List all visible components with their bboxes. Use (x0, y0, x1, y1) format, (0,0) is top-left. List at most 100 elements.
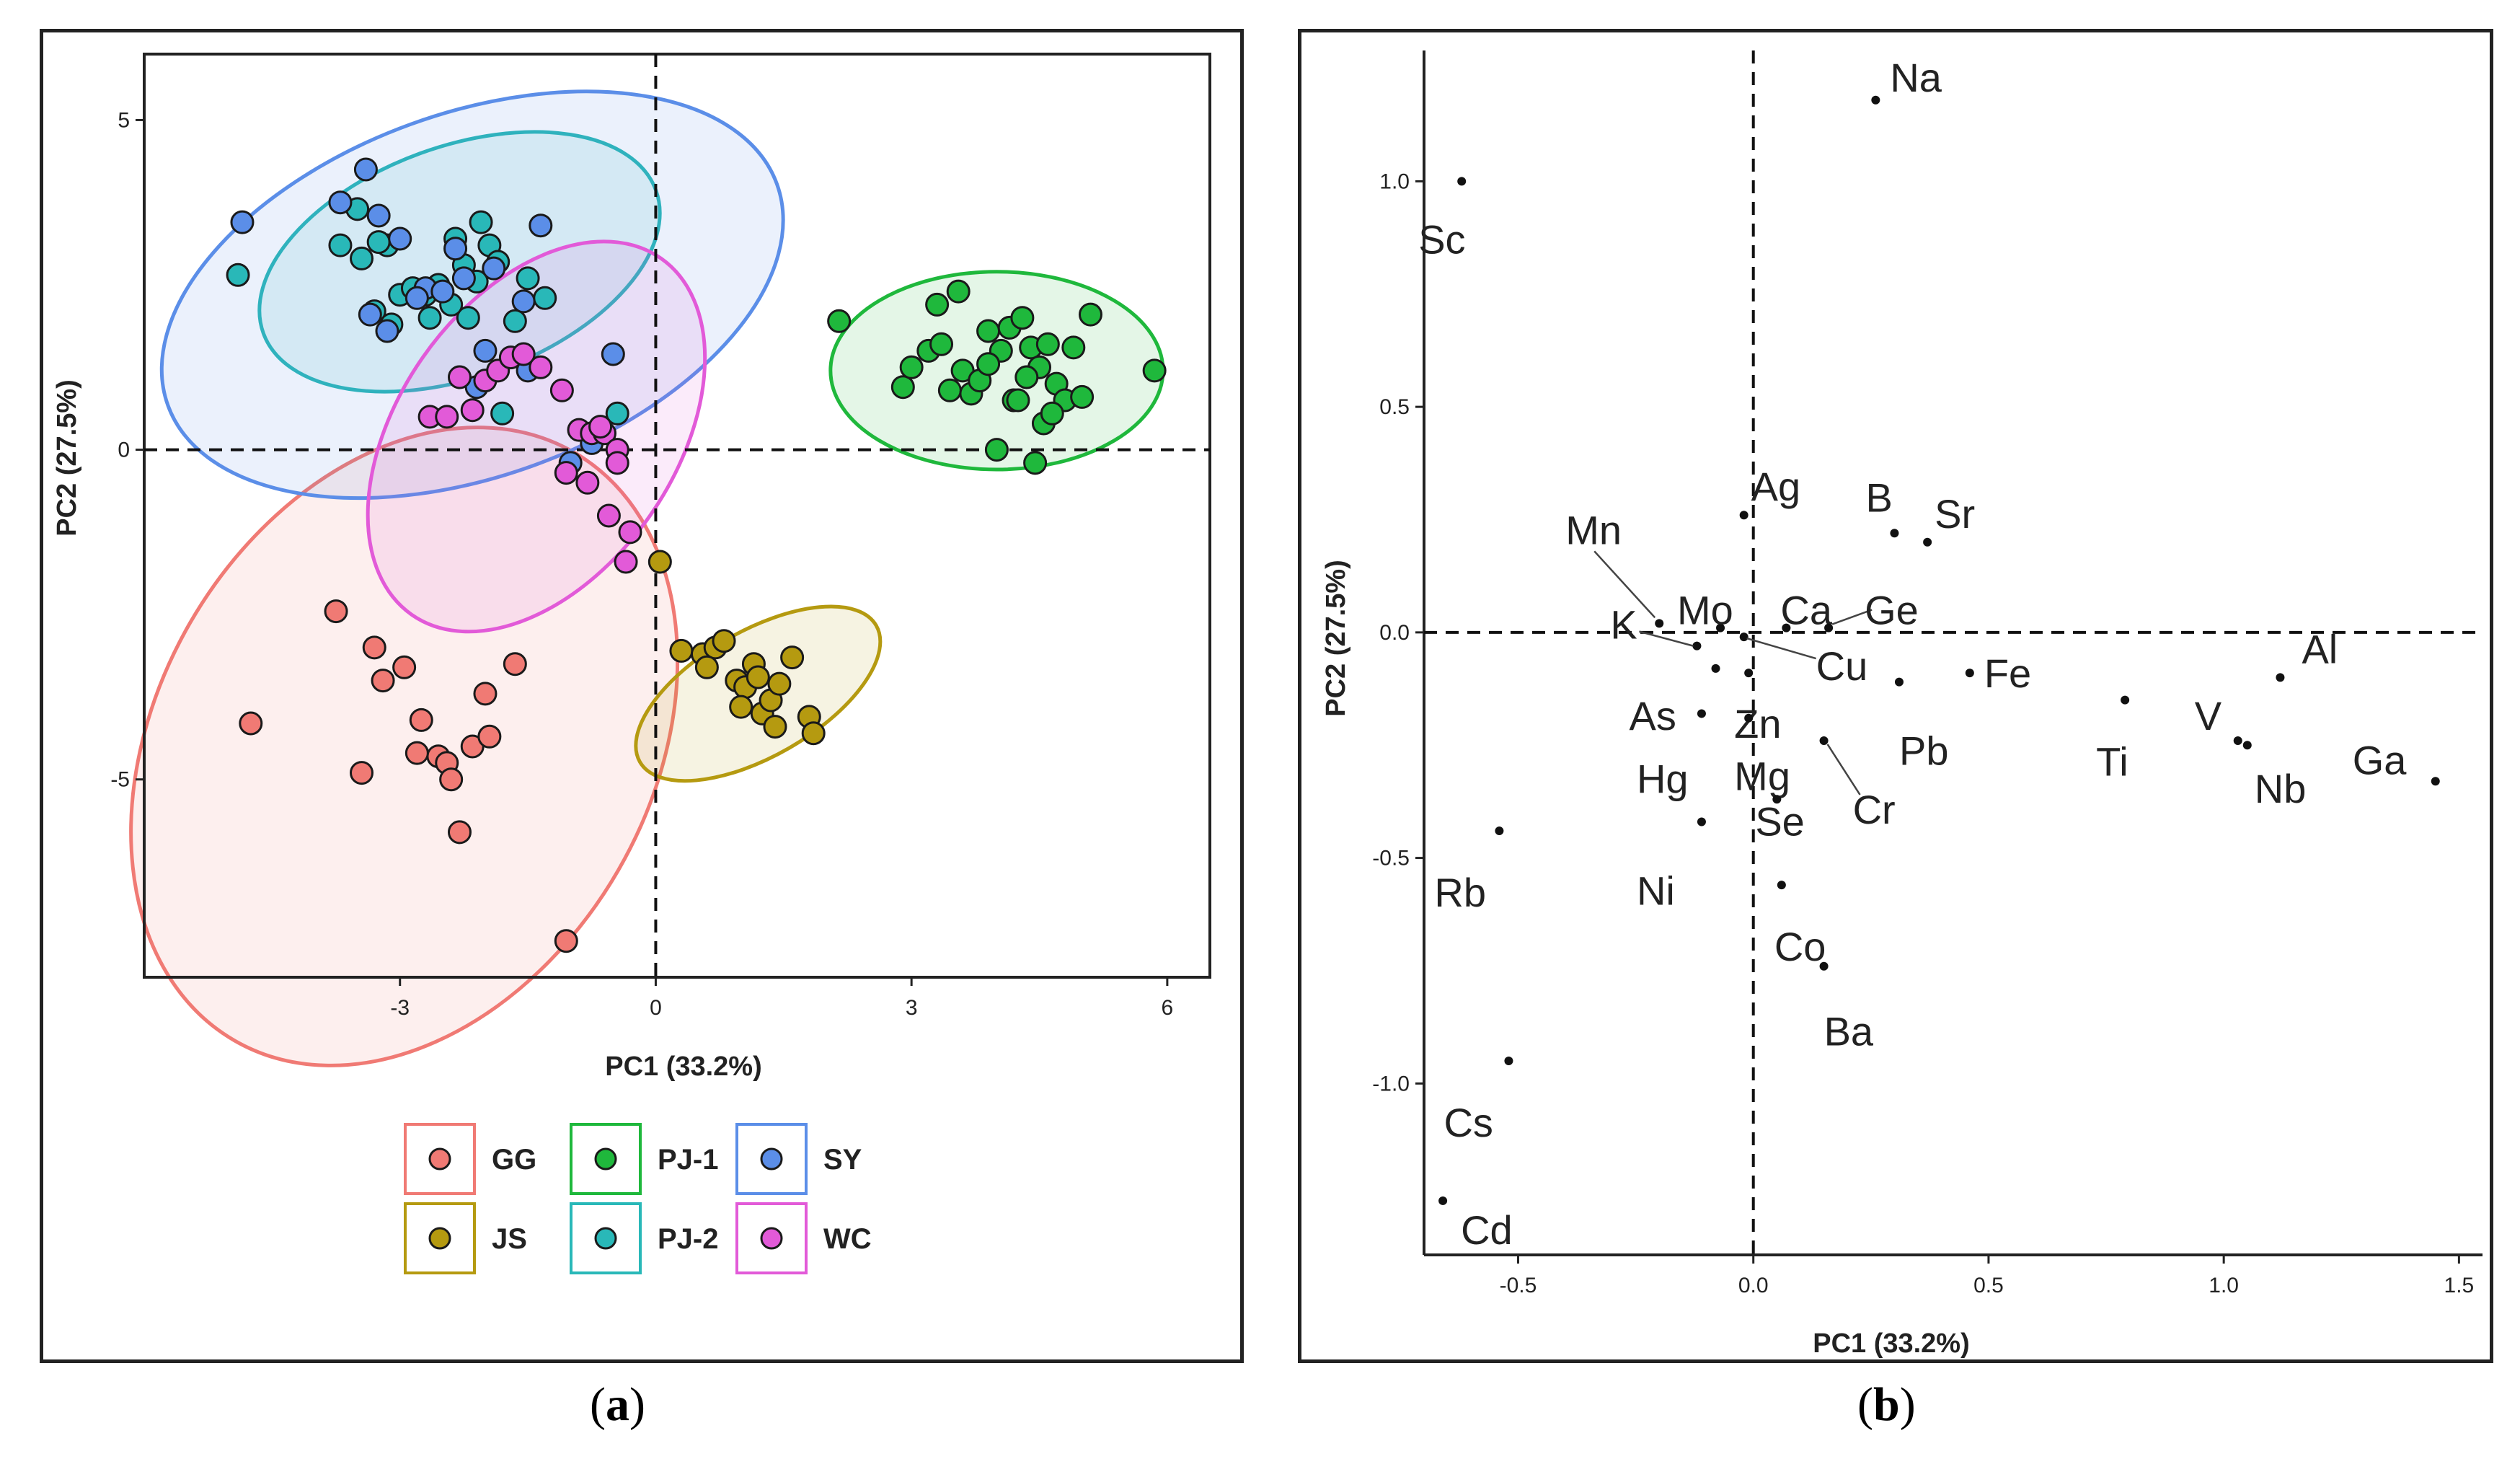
loading-ba: Ba (1819, 961, 1874, 1054)
point-wc (596, 503, 621, 528)
point-pj-1 (899, 355, 924, 379)
loading-sc: Sc (1418, 177, 1467, 262)
point-gg (409, 708, 433, 732)
loading-points: Na Sc Ag B Sr Mn Mo Ca Ge K Cu Fe As Zn Pb Al Ti V Nb Ga Hg M… (1418, 55, 2440, 1253)
point-pj-1 (925, 292, 950, 317)
loading-co: Co (1774, 881, 1826, 969)
loading-point (1711, 664, 1720, 673)
loading-rb: Rb (1434, 827, 1504, 915)
legend-item-pj-1: PJ-1 (570, 1123, 719, 1195)
point-pj-1 (1061, 335, 1086, 360)
x-tick-label: 3 (906, 996, 918, 1020)
y-axis-label: PC2 (27.5%) (52, 379, 82, 537)
loading-label: Mn (1565, 507, 1622, 552)
loading-point (1739, 511, 1748, 520)
point-sy (529, 213, 553, 238)
x-tick-label: 1.0 (2209, 1274, 2239, 1297)
loading-point (1894, 677, 1904, 687)
scores-plot: -3 0 3 6 5 0 -5 PC1 (33.2%) PC2 (27.5%) GG PJ-1… (52, 53, 1211, 1274)
point-gg (554, 929, 578, 953)
loading-point (1438, 1196, 1448, 1205)
point-sy (430, 279, 455, 304)
loading-point (1697, 817, 1706, 827)
loading-label: Al (2302, 626, 2338, 671)
loading-b: B (1865, 475, 1899, 538)
loading-ni: Ni (1637, 817, 1706, 914)
loading-label: Zn (1734, 701, 1781, 746)
point-js (729, 695, 753, 719)
point-wc (529, 355, 553, 379)
caption-a-letter: a (605, 1378, 629, 1431)
legend-label: JS (492, 1223, 527, 1255)
loading-ge: Ge (1824, 588, 1919, 633)
legend-label: GG (492, 1144, 536, 1176)
loading-cs: Cs (1444, 1057, 1513, 1145)
point-wc (614, 550, 638, 574)
point-js (712, 629, 736, 653)
legend-item-sy: SY (735, 1123, 862, 1195)
loading-label: Se (1755, 798, 1805, 844)
legend-item-pj-2: PJ-2 (570, 1202, 719, 1274)
loading-label: Pb (1899, 728, 1949, 774)
y-tick-label: 5 (118, 108, 130, 132)
point-pj-1 (984, 438, 1009, 462)
point-pj-1 (827, 309, 852, 333)
loading-label: Ba (1824, 1009, 1874, 1054)
loading-label: Cs (1444, 1100, 1493, 1145)
point-gg (362, 635, 386, 660)
y-tick-label: 1.0 (1379, 169, 1410, 193)
loading-sr: Sr (1923, 491, 1975, 547)
point-js (669, 638, 694, 663)
legend-label: PJ-2 (658, 1223, 719, 1255)
loading-mn: Mn (1565, 507, 1664, 628)
point-sy (353, 157, 378, 182)
point-gg (439, 767, 464, 792)
loading-label: Sr (1935, 491, 1975, 537)
legend-key-box (735, 1123, 808, 1195)
legend-marker (428, 1147, 451, 1171)
point-sy (482, 256, 506, 281)
point-pj-2 (328, 233, 353, 257)
loading-point (1871, 95, 1880, 105)
point-wc (618, 520, 642, 545)
legend-key-box (735, 1202, 808, 1274)
point-sy (404, 286, 429, 310)
loading-label: V (2195, 693, 2222, 739)
loading-label: Fe (1984, 651, 2031, 696)
loading-k: K (1610, 602, 1702, 651)
point-pj-2 (456, 306, 480, 330)
point-gg (371, 669, 395, 693)
point-wc (549, 378, 574, 402)
loading-point (2233, 736, 2242, 745)
point-gg (350, 761, 374, 785)
point-sy (451, 266, 476, 291)
point-js (767, 671, 792, 696)
score-points (226, 157, 1167, 953)
legend-marker (428, 1227, 451, 1250)
loading-mo: Mo (1677, 588, 1733, 633)
legend-marker (594, 1147, 617, 1171)
legend-label: WC (823, 1223, 872, 1255)
loading-mg: Mg (1734, 713, 1790, 799)
point-pj-2 (605, 401, 629, 426)
point-pj-2 (366, 230, 391, 255)
y-tick-label: 0 (118, 438, 130, 462)
loading-label: Ca (1780, 588, 1832, 633)
point-js (780, 645, 805, 670)
loading-label: Cr (1853, 787, 1896, 832)
loading-label: Cu (1816, 643, 1868, 689)
loading-as: As (1630, 664, 1720, 739)
loading-ga: Ga (2353, 737, 2440, 786)
loading-pb: Pb (1894, 677, 1949, 774)
loading-point (1716, 623, 1725, 632)
point-wc (447, 365, 472, 389)
loading-label: Cd (1461, 1207, 1513, 1253)
legend-label: SY (823, 1144, 862, 1176)
loading-label: Ti (2096, 739, 2128, 785)
point-wc (588, 415, 613, 439)
loading-point (2121, 695, 2130, 705)
loading-label: Ge (1865, 588, 1919, 633)
point-wc (575, 470, 600, 495)
point-pj-2 (226, 263, 250, 287)
point-wc (554, 461, 578, 485)
